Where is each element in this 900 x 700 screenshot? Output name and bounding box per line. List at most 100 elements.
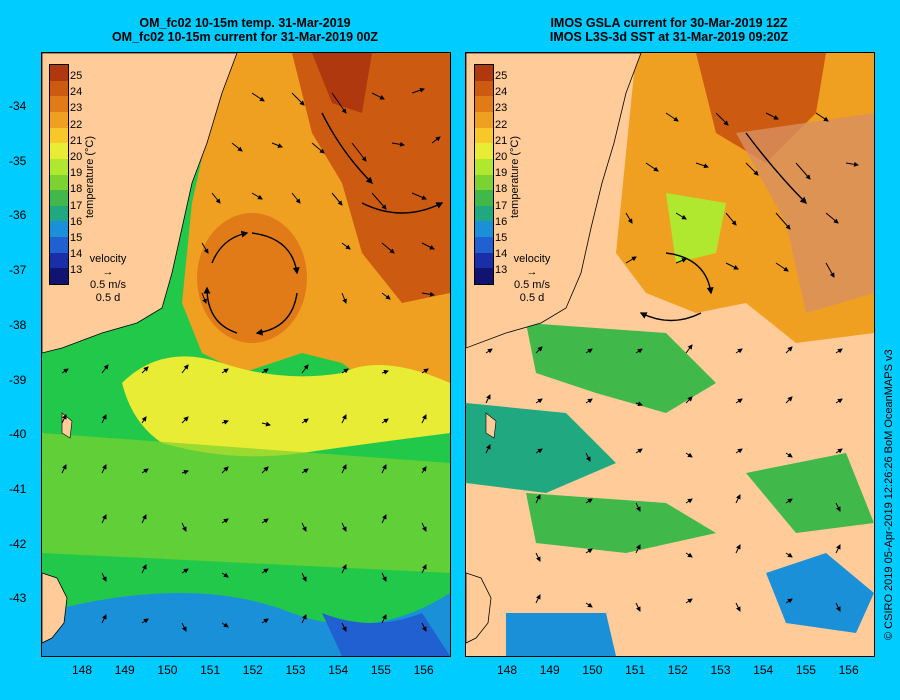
latitude-tick-label: -42 [9, 536, 27, 551]
colorbar-label: 15 [70, 232, 83, 244]
velocity-arrow-icon: → [526, 266, 538, 278]
latitude-tick-label: -35 [9, 153, 27, 168]
colorbar-segment [475, 252, 493, 269]
cool-water-band [42, 433, 450, 573]
colorbar-label: 25 [70, 70, 83, 82]
left-panel-title: OM_fc02 10-15m temp. 31-Mar-2019 OM_fc02… [40, 16, 450, 44]
colorbar-label: 13 [70, 264, 83, 277]
colorbar-label: 17 [495, 199, 508, 212]
longitude-tick-label: 149 [539, 663, 560, 677]
colorbar-segment [475, 174, 493, 191]
colorbar-segment [50, 127, 68, 144]
colorbar-segment [475, 96, 493, 113]
colorbar-segment [50, 221, 68, 238]
longitude-tick-label: 149 [114, 663, 135, 677]
longitude-tick-label: 155 [370, 663, 391, 677]
latitude-tick-label: -40 [9, 427, 27, 442]
right-colorbar [474, 64, 494, 285]
cool-band-west [466, 403, 616, 493]
colorbar-segment [50, 65, 68, 82]
colorbar-segment [50, 237, 68, 254]
right-panel-title: IMOS GSLA current for 30-Mar-2019 12Z IM… [464, 16, 874, 44]
eddy-circulation [203, 112, 444, 336]
green-patch-east [746, 453, 874, 533]
green-front-1 [666, 193, 726, 263]
colorbar-label: 15 [495, 232, 508, 244]
left-colorbar-title: temperature (°C) [84, 135, 96, 218]
colorbar-segment [475, 65, 493, 82]
colorbar-segment [475, 127, 493, 144]
velocity-label: velocity [513, 253, 551, 265]
model-temperature-map[interactable] [41, 52, 451, 657]
colorbar-label: 22 [495, 118, 508, 131]
velocity-speed: 0.5 m/s [513, 279, 551, 291]
colorbar-label: 23 [70, 102, 83, 115]
flinders-island [485, 412, 497, 439]
frontal-zone [122, 356, 450, 457]
latitude-tick-label: -36 [9, 208, 27, 223]
velocity-arrows [485, 112, 859, 612]
right-title-line1: IMOS GSLA current for 30-Mar-2019 12Z [550, 16, 788, 30]
hot-core [312, 53, 372, 113]
left-title-line2: OM_fc02 10-15m current for 31-Mar-2019 0… [111, 30, 379, 44]
colorbar-segment [50, 205, 68, 222]
colorbar-segment [475, 143, 493, 160]
colorbar-segment [50, 80, 68, 97]
latitude-tick-label: -39 [9, 372, 27, 387]
colorbar-label: 21 [70, 134, 83, 147]
satellite-sst-map[interactable] [465, 52, 875, 657]
velocity-label: velocity [89, 253, 127, 265]
velocity-duration: 0.5 d [95, 292, 121, 304]
longitude-tick-label: 148 [72, 663, 93, 677]
cool-band-south [526, 493, 716, 553]
velocity-speed: 0.5 m/s [89, 279, 127, 291]
colorbar-segment [50, 96, 68, 113]
longitude-tick-label: 152 [242, 663, 263, 677]
longitude-tick-label: 148 [497, 663, 518, 677]
longitude-tick-label: 154 [328, 663, 349, 677]
colorbar-segment [475, 80, 493, 97]
colorbar-segment [50, 190, 68, 207]
latitude-tick-label: -43 [9, 591, 27, 606]
colorbar-segment [475, 221, 493, 238]
colorbar-label: 22 [70, 118, 83, 131]
colorbar-segment [475, 268, 493, 285]
longitude-tick-label: 153 [710, 663, 731, 677]
longitude-tick-label: 153 [285, 663, 306, 677]
colorbar-label: 20 [495, 151, 508, 163]
colorbar-segment [50, 268, 68, 285]
longitude-tick-label: 151 [625, 663, 646, 677]
colorbar-label: 19 [495, 167, 508, 180]
colorbar-segment [50, 252, 68, 269]
velocity-duration: 0.5 d [519, 292, 545, 304]
coldest-water [322, 613, 450, 656]
latitude-tick-label: -38 [9, 317, 27, 332]
left-title-line1: OM_fc02 10-15m temp. 31-Mar-2019 [139, 16, 351, 30]
model-map-graphic [42, 53, 450, 656]
colorbar-segment [475, 111, 493, 129]
colorbar-label: 13 [495, 264, 508, 277]
colorbar-label: 17 [70, 199, 83, 212]
left-colorbar [49, 64, 69, 285]
warm-eddy [197, 213, 307, 343]
colorbar-label: 24 [70, 86, 83, 99]
colorbar-segment [475, 190, 493, 207]
mainland-australia [466, 53, 642, 349]
colorbar-label: 21 [495, 134, 508, 147]
colorbar-label: 24 [495, 86, 508, 99]
colorbar-segment [475, 205, 493, 222]
right-title-line2: IMOS L3S-3d SST at 31-Mar-2019 09:20Z [549, 30, 789, 44]
latitude-tick-label: -41 [9, 481, 27, 496]
colorbar-label: 14 [495, 248, 508, 261]
tasmania [42, 572, 68, 644]
velocity-arrows [61, 87, 441, 632]
velocity-arrow-icon: → [102, 266, 114, 278]
colorbar-label: 18 [495, 183, 508, 196]
colorbar-label: 25 [495, 70, 508, 82]
colorbar-segment [50, 143, 68, 160]
satellite-map-graphic [466, 53, 874, 656]
longitude-tick-label: 151 [200, 663, 221, 677]
colorbar-segment [50, 174, 68, 191]
longitude-tick-label: 155 [795, 663, 816, 677]
eddy-circulation [639, 132, 807, 322]
